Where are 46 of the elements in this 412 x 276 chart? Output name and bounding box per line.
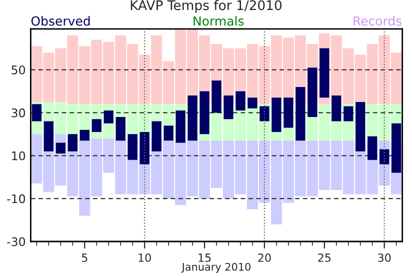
x-axis-title: January 2010 (181, 262, 250, 273)
bar (320, 48, 330, 98)
x-tick-label: 30 (378, 254, 391, 262)
bar (116, 116, 126, 141)
bar (392, 123, 402, 173)
bar (140, 132, 150, 164)
y-tick-label: 50 (12, 65, 26, 74)
bar (128, 134, 138, 160)
x-tick-label: 25 (318, 254, 330, 262)
bar (32, 104, 42, 122)
bar (176, 110, 186, 143)
text: Observed (31, 16, 90, 26)
bar (224, 96, 234, 120)
x-tick-label: 20 (258, 254, 271, 262)
bar (92, 119, 102, 132)
bar (248, 98, 258, 108)
y-tick-label: -30 (7, 237, 26, 246)
bar (80, 130, 90, 141)
bar (344, 106, 354, 122)
bar (164, 126, 174, 141)
x-tick-label: 5 (82, 254, 88, 262)
y-tick-label: 30 (12, 108, 26, 118)
bar (308, 68, 318, 117)
bar (368, 136, 378, 160)
bar (104, 110, 114, 124)
bar (68, 134, 78, 152)
bar (356, 102, 366, 152)
bar (296, 86, 306, 141)
bar (272, 98, 282, 132)
x-tick-label: 10 (138, 254, 151, 262)
text: Records (354, 16, 402, 26)
bar (152, 121, 162, 152)
bar (260, 106, 270, 122)
bar (236, 91, 246, 111)
bar (200, 91, 210, 134)
bar (212, 80, 222, 113)
bar (44, 121, 54, 152)
bar (56, 142, 66, 154)
bar (380, 149, 390, 164)
bar (284, 98, 294, 128)
bar (332, 96, 342, 122)
text: Normals (194, 16, 244, 26)
y-tick-label: -10 (7, 194, 26, 204)
x-tick-label: 15 (198, 254, 211, 262)
y-tick-label: 10 (12, 151, 26, 160)
chart-title: KAVP Temps for 1/2010 (130, 0, 282, 13)
